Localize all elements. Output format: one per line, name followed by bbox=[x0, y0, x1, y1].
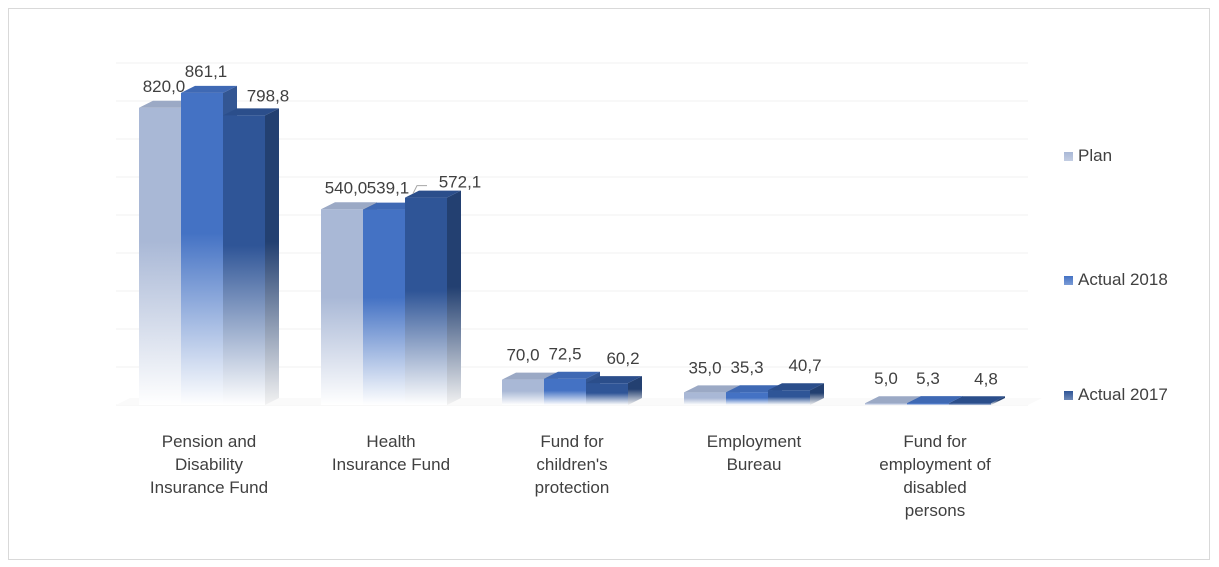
category-label-1: Health Insurance Fund bbox=[331, 432, 451, 474]
category-label-0: Pension and Disability Insurance Fund bbox=[149, 432, 269, 497]
data-label-actual-2018-0: 861,1 bbox=[185, 62, 228, 81]
data-label-plan-0: 820,0 bbox=[143, 77, 186, 96]
legend-label: Actual 2018 bbox=[1078, 270, 1168, 289]
data-label-plan-4: 5,0 bbox=[874, 369, 898, 388]
category-label-3: Employment Bureau bbox=[706, 432, 802, 474]
legend-item-actual-2018: Actual 2018 bbox=[1064, 270, 1168, 290]
leader-line bbox=[412, 185, 427, 194]
data-label-actual-2017-3: 40,7 bbox=[788, 356, 821, 375]
data-label-actual-2018-2: 72,5 bbox=[548, 345, 581, 364]
data-label-actual-2017-4: 4,8 bbox=[974, 369, 998, 388]
bar-actual-2017-3 bbox=[768, 383, 824, 405]
legend-label: Actual 2017 bbox=[1078, 385, 1168, 404]
bar-actual-2017-4 bbox=[949, 396, 1005, 405]
data-label-actual-2017-2: 60,2 bbox=[606, 349, 639, 368]
data-label-actual-2018-4: 5,3 bbox=[916, 369, 940, 388]
bar-actual-2017-1 bbox=[405, 190, 461, 405]
data-label-actual-2017-1: 572,1 bbox=[439, 173, 482, 192]
data-label-actual-2018-3: 35,3 bbox=[730, 358, 763, 377]
data-label-actual-2018-1: 539,1 bbox=[367, 179, 410, 198]
data-label-plan-3: 35,0 bbox=[688, 358, 721, 377]
legend-swatch bbox=[1064, 390, 1073, 400]
legend-swatch bbox=[1064, 275, 1073, 285]
legend-item-actual-2017: Actual 2017 bbox=[1064, 385, 1168, 405]
data-label-plan-2: 70,0 bbox=[506, 346, 539, 365]
category-label-4: Fund for employment of disabled persons bbox=[879, 432, 991, 520]
data-label-plan-1: 540,0 bbox=[325, 178, 368, 197]
bars bbox=[139, 85, 1005, 405]
legend-swatch bbox=[1064, 151, 1073, 161]
category-label-2: Fund for children's protection bbox=[534, 432, 610, 497]
legend-item-plan: Plan bbox=[1064, 146, 1112, 166]
bar-actual-2017-2 bbox=[586, 376, 642, 405]
legend-label: Plan bbox=[1078, 146, 1113, 165]
bar-actual-2017-0 bbox=[223, 108, 279, 405]
data-label-actual-2017-0: 798,8 bbox=[247, 86, 290, 105]
